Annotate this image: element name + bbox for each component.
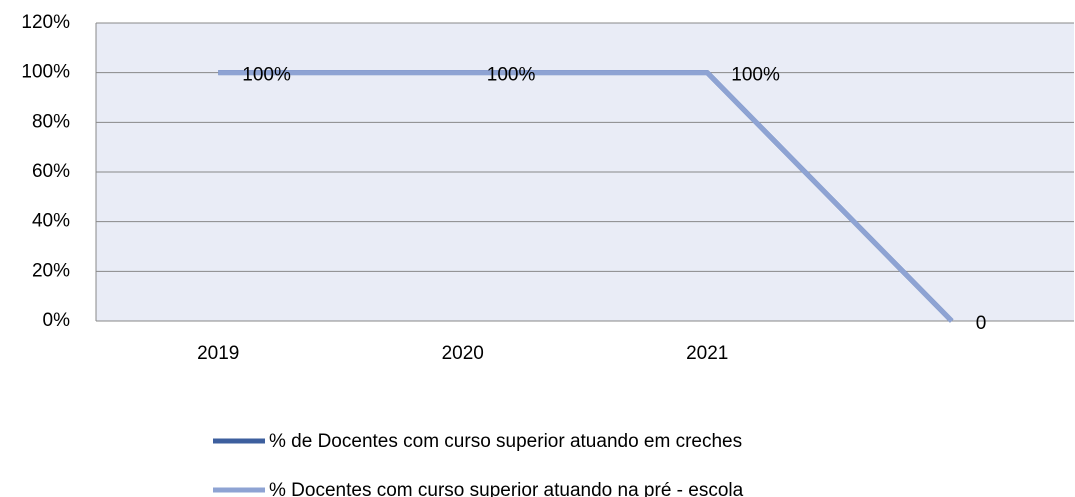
series-line	[218, 70, 954, 323]
legend-label: % de Docentes com curso superior atuando…	[269, 431, 742, 452]
y-tick-label: 60%	[32, 161, 70, 182]
y-tick-label: 0%	[43, 310, 71, 331]
y-tick-label: 120%	[21, 12, 70, 33]
y-tick-label: 80%	[32, 111, 70, 132]
data-label: 100%	[731, 65, 780, 86]
data-label: 0	[976, 313, 987, 334]
legend-label: % Docentes com curso superior atuando na…	[269, 480, 744, 497]
data-label: 100%	[487, 65, 536, 86]
x-tick-label: 2021	[686, 343, 728, 364]
y-tick-label: 40%	[32, 211, 70, 232]
y-tick-label: 100%	[21, 62, 70, 83]
x-tick-label: 2020	[442, 343, 484, 364]
y-tick-label: 20%	[32, 260, 70, 281]
x-tick-label: 2019	[197, 343, 239, 364]
data-label: 100%	[242, 65, 291, 86]
